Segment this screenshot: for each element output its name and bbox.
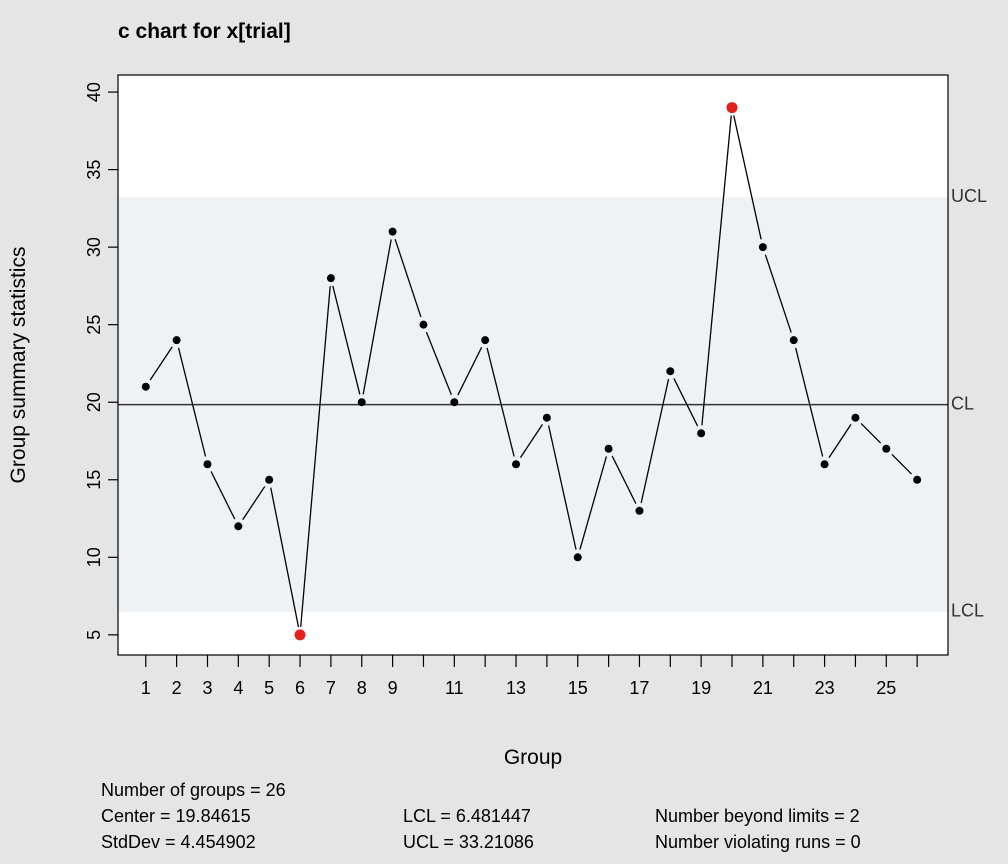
x-tick-label: 25: [876, 678, 896, 698]
x-tick-label: 3: [202, 678, 212, 698]
data-point: [326, 274, 335, 283]
x-tick-label: 1: [141, 678, 151, 698]
series-segment: [547, 425, 577, 550]
series-segment: [210, 471, 236, 520]
data-point: [234, 522, 243, 531]
x-axis-label: Group: [504, 746, 562, 769]
series-segment: [394, 239, 422, 318]
data-point: [481, 336, 490, 345]
data-point: [666, 367, 675, 376]
plot-frame: [117, 74, 949, 656]
x-tick-label: 15: [568, 678, 588, 698]
y-tick-label: 40: [84, 82, 104, 102]
series-segment: [701, 115, 732, 426]
data-point: [913, 475, 922, 484]
x-tick-label: 2: [172, 678, 182, 698]
series-segment: [733, 115, 762, 240]
data-point: [172, 336, 181, 345]
stats-limits: LCL = 6.481447 UCL = 33.21086: [403, 803, 534, 855]
y-tick-label: 35: [84, 160, 104, 180]
y-tick-label: 30: [84, 237, 104, 257]
y-axis-label: Group summary statistics: [7, 247, 30, 484]
chart-title: c chart for x[trial]: [118, 20, 291, 43]
data-point: [820, 460, 829, 469]
data-point: [697, 429, 706, 438]
data-point: [141, 382, 150, 391]
x-tick-label: 17: [629, 678, 649, 698]
stats-summary: Number of groups = 26 Center = 19.84615 …: [101, 777, 286, 855]
series-segment: [457, 347, 483, 396]
y-axis: 5 10 15 20 25 30 35 40: [84, 82, 118, 640]
cl-label: CL: [951, 393, 974, 413]
series-segment: [486, 347, 515, 457]
x-tick-label: 4: [233, 678, 243, 698]
series-segment: [425, 331, 452, 396]
series-segment: [891, 453, 912, 475]
x-tick-label: 21: [753, 678, 773, 698]
data-point: [388, 227, 397, 236]
lcl-label: LCL: [951, 601, 984, 621]
series-segment: [242, 486, 266, 520]
x-tick-label: 11: [445, 678, 464, 698]
series-segment: [332, 285, 361, 395]
series-segment: [270, 487, 300, 628]
y-tick-label: 10: [84, 547, 104, 567]
series-segment: [579, 456, 608, 550]
series-segment: [519, 424, 544, 458]
series-segment: [860, 422, 882, 444]
stat-stddev: StdDev = 4.454902: [101, 832, 256, 852]
data-point-beyond-limits: [726, 102, 738, 114]
x-tick-label: 19: [691, 678, 711, 698]
series-segment: [673, 378, 699, 427]
data-point: [419, 320, 428, 329]
x-tick-label: 23: [815, 678, 835, 698]
data-point: [758, 243, 767, 252]
x-tick-label: 13: [506, 678, 526, 698]
stat-ucl: UCL = 33.21086: [403, 832, 534, 852]
data-series: [141, 102, 922, 641]
series-segment: [764, 254, 792, 333]
series-segment: [300, 286, 331, 627]
stat-violating-runs: Number violating runs = 0: [655, 832, 861, 852]
x-tick-label: 5: [264, 678, 274, 698]
x-axis: 1 2 3 4 5 6 7 8 9 11 13 15 17 19 21 23 25: [141, 655, 918, 698]
data-point: [265, 475, 274, 484]
series-segment: [149, 346, 173, 381]
data-point: [851, 413, 860, 422]
data-point: [203, 460, 212, 469]
x-tick-label: 8: [357, 678, 367, 698]
data-point: [635, 506, 644, 515]
series-segment: [828, 424, 852, 458]
data-point: [789, 336, 798, 345]
ucl-label: UCL: [951, 186, 987, 206]
series-segment: [611, 455, 637, 504]
stat-lcl: LCL = 6.481447: [403, 806, 531, 826]
x-tick-label: 6: [295, 678, 305, 698]
data-point: [573, 553, 582, 562]
y-tick-label: 5: [84, 630, 104, 640]
data-point: [512, 460, 521, 469]
y-tick-label: 25: [84, 315, 104, 335]
data-point: [604, 444, 613, 453]
data-point: [882, 444, 891, 453]
x-tick-label: 9: [388, 678, 398, 698]
series-segment: [640, 378, 670, 504]
y-tick-label: 15: [84, 470, 104, 490]
x-tick-label: 7: [326, 678, 336, 698]
stat-number-of-groups: Number of groups = 26: [101, 780, 286, 800]
stat-center: Center = 19.84615: [101, 806, 251, 826]
series-segment: [362, 239, 392, 395]
data-point: [450, 398, 459, 407]
series-segment: [177, 347, 207, 457]
series-segment: [795, 347, 824, 457]
y-tick-label: 20: [84, 392, 104, 412]
data-point: [357, 398, 366, 407]
data-point: [542, 413, 551, 422]
stat-beyond-limits: Number beyond limits = 2: [655, 806, 860, 826]
stats-violations: Number beyond limits = 2 Number violatin…: [655, 803, 861, 855]
data-point-beyond-limits: [294, 629, 306, 641]
